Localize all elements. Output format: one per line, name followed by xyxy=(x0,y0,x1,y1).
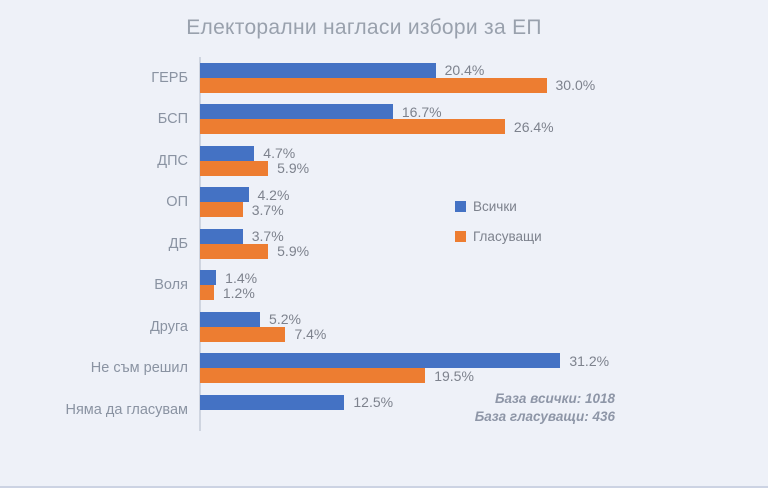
bar-value-label: 4.2% xyxy=(257,186,290,203)
bar-line: 30.0% xyxy=(200,77,596,94)
bar-value-label: 30.0% xyxy=(555,77,596,94)
bar-group: 20.4% 30.0% xyxy=(200,62,596,94)
bar-glasuvashti xyxy=(200,326,286,342)
legend-swatch-glasuvashti xyxy=(455,231,466,242)
bar-line: 1.2% xyxy=(200,284,257,301)
category-row: ДБ 3.7% 5.9% xyxy=(0,223,768,265)
chart-rows: ГЕРБ 20.4% 30.0% БСП 16.7% 26.4% ДПС 4.7% 5.9% ОП… xyxy=(0,57,768,431)
bar-glasuvashti xyxy=(200,285,214,301)
bar-group: 16.7% 26.4% xyxy=(200,103,554,135)
category-label: Друга xyxy=(149,318,188,335)
category-label: БСП xyxy=(157,111,188,128)
bar-vsichki xyxy=(200,104,393,120)
bar-vsichki xyxy=(200,270,217,286)
category-row: ОП 4.2% 3.7% xyxy=(0,182,768,224)
bar-value-label: 7.4% xyxy=(294,326,327,343)
legend-label-vsichki: Всички xyxy=(473,199,517,214)
bar-vsichki xyxy=(200,145,255,161)
bar-group: 31.2% 19.5% xyxy=(200,352,610,384)
bar-value-label: 1.2% xyxy=(222,284,255,301)
bar-line: 4.7% xyxy=(200,145,309,162)
bar-value-label: 16.7% xyxy=(401,103,442,120)
bar-line: 31.2% xyxy=(200,352,610,369)
category-label: ГЕРБ xyxy=(151,69,188,86)
bar-line xyxy=(200,410,393,425)
base-annotation-line-2: База гласуващи: 436 xyxy=(474,409,615,424)
bar-vsichki xyxy=(200,62,436,78)
category-label: ДПС xyxy=(157,152,188,169)
bar-line: 3.7% xyxy=(200,201,289,218)
bar-line: 4.2% xyxy=(200,186,290,203)
plot-area: ГЕРБ 20.4% 30.0% БСП 16.7% 26.4% ДПС 4.7% 5.9% ОП… xyxy=(0,57,768,431)
bar-line: 12.5% xyxy=(200,394,394,411)
bar-value-label: 20.4% xyxy=(444,62,485,79)
bar-value-label: 1.4% xyxy=(225,269,258,286)
bar-glasuvashti xyxy=(200,243,269,259)
category-label: ДБ xyxy=(168,235,188,252)
bar-glasuvashti xyxy=(200,119,505,135)
bar-line: 26.4% xyxy=(200,118,554,135)
bar-value-label: 26.4% xyxy=(513,118,554,135)
bar-line: 5.9% xyxy=(200,243,310,260)
category-label: Не съм решил xyxy=(90,360,188,377)
bar-line: 5.2% xyxy=(200,311,326,328)
category-label: ОП xyxy=(166,194,188,211)
category-row: БСП 16.7% 26.4% xyxy=(0,99,768,141)
legend-swatch-vsichki xyxy=(455,201,466,212)
bar-glasuvashti xyxy=(200,368,426,384)
bar-vsichki xyxy=(200,187,249,203)
legend-label-glasuvashti: Гласуващи xyxy=(473,229,542,244)
bar-group: 4.2% 3.7% xyxy=(200,186,290,218)
bar-group: 12.5% xyxy=(200,394,394,425)
category-label: Няма да гласувам xyxy=(65,401,188,418)
bar-line: 3.7% xyxy=(200,228,309,245)
category-row: Няма да гласувам 12.5% xyxy=(0,389,768,431)
bar-vsichki xyxy=(200,353,561,369)
legend-item-glasuvashti: Гласуващи xyxy=(455,226,542,247)
bar-group: 3.7% 5.9% xyxy=(200,228,310,260)
legend-item-vsichki: Всички xyxy=(455,196,542,217)
legend: Всички Гласуващи xyxy=(455,196,542,256)
bar-vsichki xyxy=(200,311,261,327)
bar-value-label: 5.9% xyxy=(277,160,310,177)
category-row: ГЕРБ 20.4% 30.0% xyxy=(0,57,768,99)
bar-glasuvashti xyxy=(200,202,243,218)
bar-line: 5.9% xyxy=(200,160,310,177)
bar-group: 4.7% 5.9% xyxy=(200,145,310,177)
bar-value-label: 3.7% xyxy=(251,201,284,218)
bar-group: 5.2% 7.4% xyxy=(200,311,327,343)
bar-value-label: 5.9% xyxy=(277,243,310,260)
bar-line: 20.4% xyxy=(200,62,595,79)
chart-title: Електорални нагласи избори за ЕП xyxy=(186,16,542,39)
bar-glasuvashti xyxy=(200,160,269,176)
bar-vsichki xyxy=(200,228,243,244)
bar-line: 16.7% xyxy=(200,103,554,120)
bar-value-label: 4.7% xyxy=(263,145,296,162)
base-annotation-line-1: База всички: 1018 xyxy=(494,391,615,406)
bar-value-label: 3.7% xyxy=(251,228,284,245)
bar-value-label: 5.2% xyxy=(269,311,301,328)
bar-line: 1.4% xyxy=(200,269,258,286)
category-row: Друга 5.2% 7.4% xyxy=(0,306,768,348)
bar-glasuvashti xyxy=(200,77,547,93)
bar-value-label: 31.2% xyxy=(569,352,610,369)
base-annotation: База всички: 1018 База гласуващи: 436 xyxy=(475,390,615,426)
category-row: Не съм решил 31.2% 19.5% xyxy=(0,348,768,390)
bar-line: 19.5% xyxy=(200,367,609,384)
bar-value-label: 19.5% xyxy=(434,367,474,384)
bar-vsichki xyxy=(200,394,345,410)
category-label: Воля xyxy=(154,277,188,294)
bar-group: 1.4% 1.2% xyxy=(200,269,258,301)
bar-line: 7.4% xyxy=(200,326,327,343)
bar-value-label: 12.5% xyxy=(353,394,394,411)
category-row: ДПС 4.7% 5.9% xyxy=(0,140,768,182)
category-row: Воля 1.4% 1.2% xyxy=(0,265,768,307)
